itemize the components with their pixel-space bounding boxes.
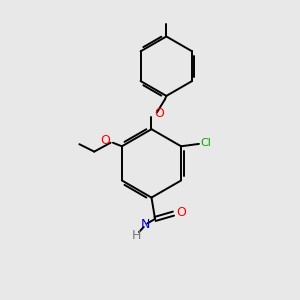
Text: O: O bbox=[176, 206, 186, 219]
Text: O: O bbox=[154, 107, 164, 120]
Text: Cl: Cl bbox=[201, 138, 212, 148]
Text: O: O bbox=[101, 134, 111, 147]
Text: N: N bbox=[141, 218, 150, 231]
Text: H: H bbox=[132, 229, 141, 242]
